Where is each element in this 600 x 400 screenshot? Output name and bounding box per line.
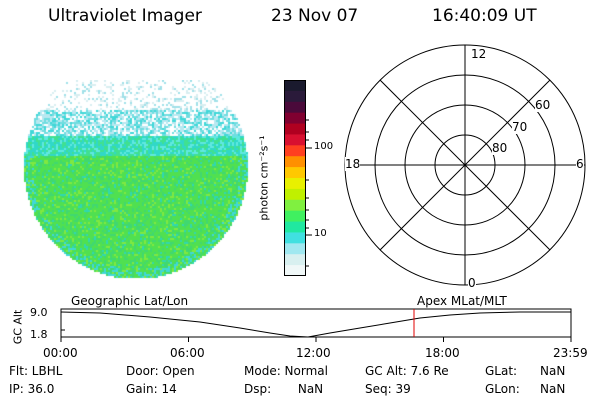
polar-diagonal-2 bbox=[379, 79, 551, 251]
colorbar-unit-label: photon cm⁻²s⁻¹ bbox=[257, 135, 271, 221]
polar-lat-60: 60 bbox=[535, 98, 551, 112]
door-status: Door: Open bbox=[126, 364, 195, 378]
glon-value: NaN bbox=[540, 382, 566, 396]
colorbar-label-10: 10 bbox=[314, 228, 327, 239]
image-time: 16:40:09 UT bbox=[432, 6, 537, 26]
colorbar-segment bbox=[284, 134, 306, 146]
timeline-x-tick-0600: 06:00 bbox=[170, 346, 205, 360]
glon-label: GLon: bbox=[485, 382, 520, 396]
colorbar-segment bbox=[284, 188, 306, 201]
glat-value: NaN bbox=[540, 364, 566, 378]
timeline-x-tick-1200: 12:00 bbox=[296, 346, 331, 360]
dsp-status: Dsp: NaN bbox=[244, 382, 324, 396]
colorbar-label-100: 100 bbox=[314, 141, 334, 152]
gc-alt-status: GC Alt: 7.6 Re bbox=[365, 364, 449, 378]
mode-status: Mode: Normal bbox=[244, 364, 328, 378]
colorbar-segment bbox=[284, 101, 306, 114]
colorbar-segment bbox=[284, 178, 306, 190]
polar-label-0: 0 bbox=[468, 276, 476, 290]
seq-status: Seq: 39 bbox=[365, 382, 411, 396]
glat-label: GLat: bbox=[485, 364, 518, 378]
timeline-x-tick-0000: 00:00 bbox=[43, 346, 78, 360]
polar-label-12: 12 bbox=[471, 47, 487, 61]
ip-status: IP: 36.0 bbox=[9, 382, 55, 396]
colorbar-segment bbox=[284, 80, 306, 92]
timeline-frame bbox=[60, 308, 572, 338]
timeline-y-tick-top: 9.0 bbox=[30, 306, 48, 319]
timeline-left-label: Geographic Lat/Lon bbox=[71, 294, 189, 308]
polar-lat-70: 70 bbox=[512, 120, 528, 134]
colorbar-axis bbox=[306, 119, 312, 267]
polar-grid bbox=[344, 44, 586, 286]
timeline-right-label: Apex MLat/MLT bbox=[417, 294, 507, 308]
colorbar bbox=[284, 80, 306, 277]
colorbar-segment bbox=[284, 145, 306, 157]
colorbar-segment bbox=[284, 265, 306, 277]
gc-altitude-curve bbox=[60, 311, 571, 338]
polar-label-6: 6 bbox=[576, 157, 584, 171]
uv-auroral-image bbox=[22, 80, 250, 280]
colorbar-segment bbox=[284, 232, 306, 244]
filter-status: Flt: LBHL bbox=[9, 364, 63, 378]
polar-label-18: 18 bbox=[345, 157, 361, 171]
colorbar-segment bbox=[284, 199, 306, 212]
timeline-y-tick-bottom: 1.8 bbox=[30, 328, 48, 341]
colorbar-segment bbox=[284, 221, 306, 234]
colorbar-segment bbox=[284, 90, 306, 103]
colorbar-segment bbox=[284, 254, 306, 266]
instrument-title: Ultraviolet Imager bbox=[48, 6, 202, 26]
colorbar-segment bbox=[284, 210, 306, 223]
colorbar-segment bbox=[284, 123, 306, 136]
image-date: 23 Nov 07 bbox=[271, 6, 359, 26]
timeline-x-tick-1800: 18:00 bbox=[425, 346, 460, 360]
colorbar-segment bbox=[284, 156, 306, 168]
colorbar-segment bbox=[284, 112, 306, 125]
colorbar-segment bbox=[284, 167, 306, 179]
timeline-plot bbox=[60, 308, 572, 342]
polar-lat-80: 80 bbox=[492, 141, 508, 155]
gain-status: Gain: 14 bbox=[126, 382, 177, 396]
timeline-x-tick-2359: 23:59 bbox=[553, 346, 588, 360]
colorbar-segment bbox=[284, 243, 306, 255]
